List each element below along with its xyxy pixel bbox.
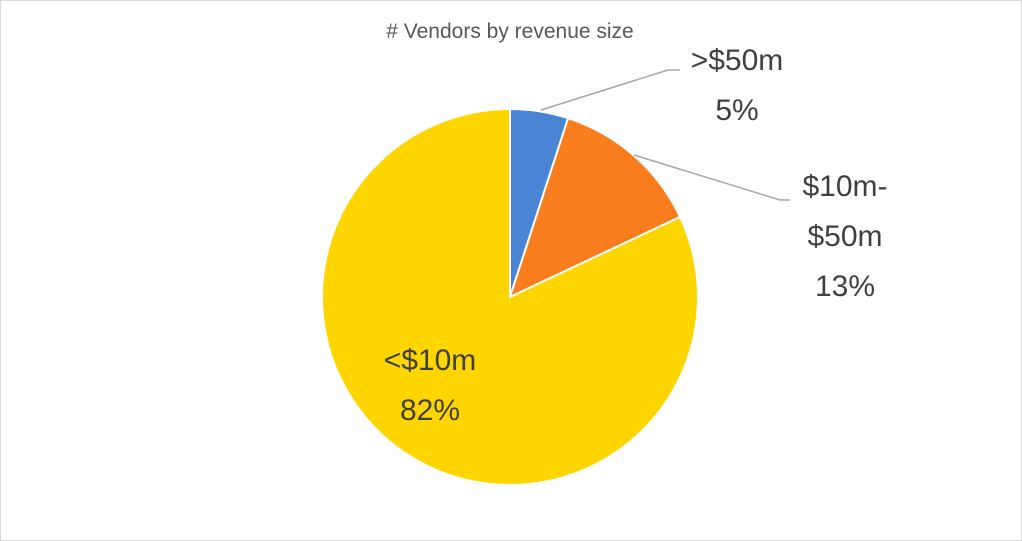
pie-slice	[321, 107, 699, 486]
chart-title: # Vendors by revenue size	[386, 20, 634, 43]
category-label: >$50m	[691, 44, 784, 77]
leader-line	[540, 69, 680, 111]
leader-line	[633, 154, 790, 201]
value-label: 82%	[400, 394, 460, 427]
category-label: $10m-$50m	[802, 170, 887, 253]
value-label: 5%	[715, 94, 758, 127]
pie	[321, 107, 699, 486]
category-label: <$10m	[384, 344, 477, 377]
data-labels: >$50m 5% $10m-$50m 13% <$10m 82%	[384, 44, 888, 427]
pie-slice	[508, 116, 682, 299]
value-label: 13%	[815, 270, 875, 303]
